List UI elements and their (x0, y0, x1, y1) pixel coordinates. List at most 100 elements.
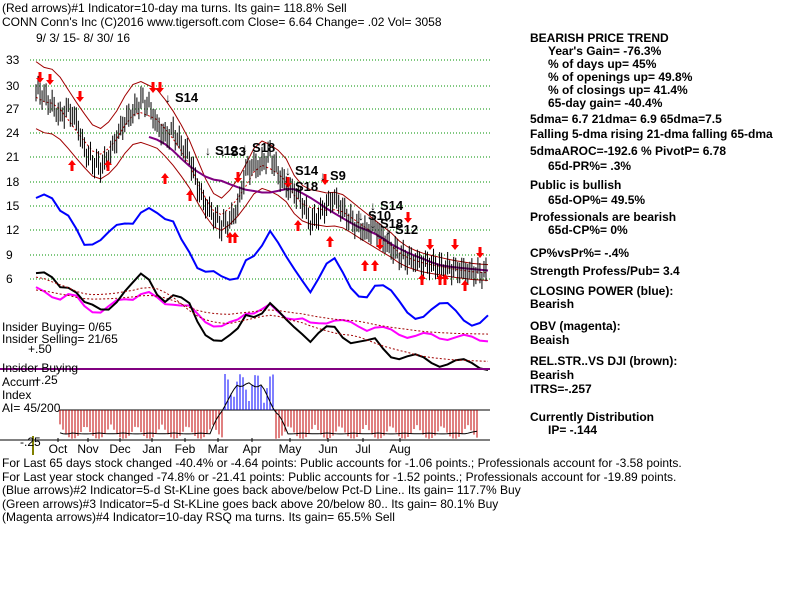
insider-buying-label: Insider Buying (2, 361, 79, 375)
panel-line: Strength Profess/Pub= 3.4 (530, 264, 680, 278)
x-tick-label: Jul (355, 442, 370, 456)
signal-label: S10 (368, 208, 391, 223)
y-tick-label: 33 (6, 53, 20, 67)
footer-line: (Green arrows)#3 Indicator=5-d St-KLine … (2, 496, 499, 511)
x-tick-label: Nov (77, 442, 98, 456)
sell-arrow-head (404, 218, 412, 223)
signal-label: S14 (295, 163, 319, 178)
sell-arrow-head (376, 245, 384, 250)
y-tick-label: 6 (6, 272, 13, 286)
panel-line: 65-day gain= -40.4% (548, 96, 663, 110)
accumulation-index-bars (59, 374, 478, 439)
sell-arrow-head (156, 88, 164, 93)
signal-arrow-glyph: ↓ (370, 199, 376, 213)
sell-arrow-head (76, 97, 84, 102)
buy-arrow-head (441, 274, 449, 279)
obv-ma-line (35, 289, 489, 335)
panel-line: Currently Distribution (530, 410, 655, 424)
footer-line: (Magenta arrows)#4 Indicator=10-day RSQ … (2, 510, 395, 524)
buy-arrow-head (371, 260, 379, 265)
x-tick-label: Mar (208, 442, 229, 456)
panel-line: 5dmaAROC=-192.6 % PivotP= 6.78 (530, 144, 727, 158)
x-tick-label: Apr (243, 442, 262, 456)
buy-arrow-head (68, 160, 76, 165)
signal-label: S18 (380, 216, 403, 231)
sell-arrow (323, 174, 327, 180)
x-tick-label: Jan (142, 442, 161, 456)
panel-line: ITRS=-.257 (530, 382, 592, 396)
header-line2: CONN Conn's Inc (C)2016 www.tigersoft.co… (2, 15, 442, 29)
sell-arrow-head (451, 245, 459, 250)
panel-line: IP= -.144 (548, 423, 598, 437)
panel-line: Bearish (530, 368, 575, 382)
relative-strength-ma-line (35, 276, 489, 362)
panel-line: 65d-CP%= 0% (548, 223, 628, 237)
buy-arrow (463, 285, 467, 291)
signal-label: S18 (295, 179, 318, 194)
x-tick-label: May (279, 442, 302, 456)
accum-label: Accum (2, 375, 39, 389)
sell-arrow (428, 239, 432, 245)
y-tick-label: 15 (6, 199, 20, 213)
sell-arrow-head (426, 245, 434, 250)
ai-label: AI= 45/200 (2, 401, 61, 415)
sell-arrow-head (321, 180, 329, 185)
insider-selling-count: Insider Selling= 21/65 (2, 332, 118, 346)
panel-line: BEARISH PRICE TREND (530, 31, 669, 45)
sell-arrow-head (46, 80, 54, 85)
sell-arrow (78, 91, 82, 97)
x-tick-label: Feb (175, 442, 196, 456)
signal-label: S9 (330, 168, 346, 183)
buy-arrow-head (461, 280, 469, 285)
signal-arrow-glyph: ↓ (320, 169, 326, 183)
signal-label: S14 (175, 90, 199, 105)
panel-line: Public is bullish (530, 178, 622, 192)
footer-line: For Last 65 days stock changed -40.4% or… (2, 456, 682, 470)
closing-power-line (35, 193, 489, 327)
panel-line: REL.STR..VS DJI (brown): (530, 354, 678, 368)
sell-arrow (406, 212, 410, 218)
insider-buying-count: Insider Buying= 0/65 (2, 320, 112, 334)
upper-band-line (35, 61, 489, 266)
price-candles (35, 75, 487, 289)
buy-arrow-head (326, 236, 334, 241)
signal-label: S18 (252, 140, 275, 155)
buy-arrow-head (161, 173, 169, 178)
plus50-label: +.50 (28, 342, 52, 356)
panel-line: 65d-OP%= 49.5% (548, 193, 646, 207)
buy-arrow (420, 279, 424, 285)
footer-line: For Last year stock changed -74.8% or -2… (2, 469, 677, 484)
signal-arrow-glyph: ↓ (242, 141, 248, 155)
date-range: 9/ 3/ 15- 8/ 30/ 16 (36, 31, 131, 45)
sell-arrow (38, 72, 42, 78)
panel-line: Year's Gain= -76.3% (548, 44, 662, 58)
panel-line: 65d-PR%= .3% (548, 159, 632, 173)
sell-arrow (236, 172, 240, 178)
sell-arrow (158, 82, 162, 88)
buy-arrow-head (361, 260, 369, 265)
sell-arrow-head (284, 183, 292, 188)
minus25-label: -.25 (20, 435, 41, 449)
sell-arrow (48, 74, 52, 80)
signal-arrow-glyph: ↓ (385, 223, 391, 237)
panel-line: % of openings up= 49.8% (548, 70, 693, 84)
signal-label: S3 (230, 144, 246, 159)
y-tick-label: 27 (6, 102, 20, 116)
buy-arrow (106, 165, 110, 171)
y-tick-label: 24 (6, 126, 20, 140)
panel-line: % of closings up= 41.4% (548, 83, 688, 97)
buy-arrow-head (294, 220, 302, 225)
panel-line: Bearish (530, 297, 575, 311)
sell-arrow (286, 177, 290, 183)
buy-arrow (163, 178, 167, 184)
panel-line: CP%vsPr%= -.4% (530, 246, 630, 260)
buy-arrow (70, 165, 74, 171)
panel-line: Falling 5-dma rising 21-dma falling 65-d… (530, 127, 773, 141)
sell-arrow (151, 82, 155, 88)
panel-line: Beaish (530, 333, 570, 347)
y-tick-label: 9 (6, 248, 13, 262)
sell-arrow-head (149, 88, 157, 93)
buy-arrow (438, 279, 442, 285)
buy-arrow (228, 237, 232, 243)
